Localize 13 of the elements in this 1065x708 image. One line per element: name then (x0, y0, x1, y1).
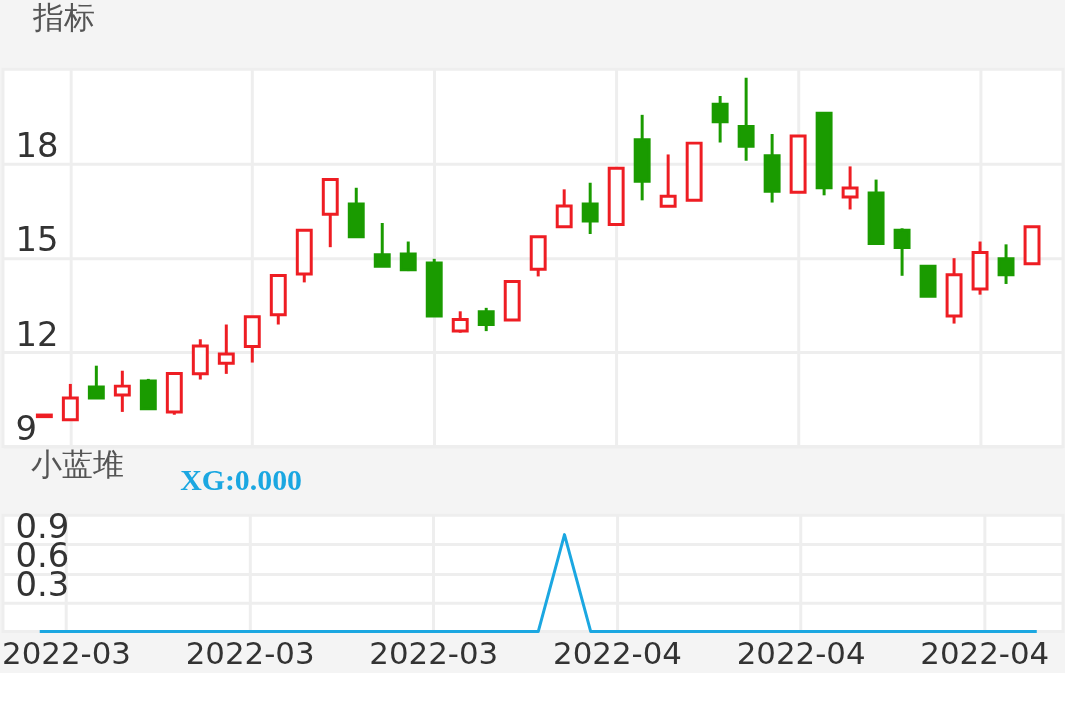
x-tick-label: 2022-03 (2, 634, 131, 671)
y-tick-label: 12 (15, 314, 59, 354)
y-tick-label: 9 (15, 409, 37, 449)
chart-title: 小蓝堆 (31, 446, 125, 483)
chart-title: 指标 (31, 0, 95, 36)
y-tick-label: 18 (15, 126, 59, 166)
x-tick-label: 2022-03 (369, 634, 499, 671)
x-tick-label: 2022-04 (736, 634, 866, 671)
x-tick-label: 2022-04 (920, 634, 1050, 671)
text: XG:0.000 (180, 463, 303, 497)
y-tick-label: 15 (15, 220, 59, 260)
x-tick-label: 2022-04 (553, 634, 682, 671)
x-tick-label: 2022-03 (185, 634, 315, 671)
